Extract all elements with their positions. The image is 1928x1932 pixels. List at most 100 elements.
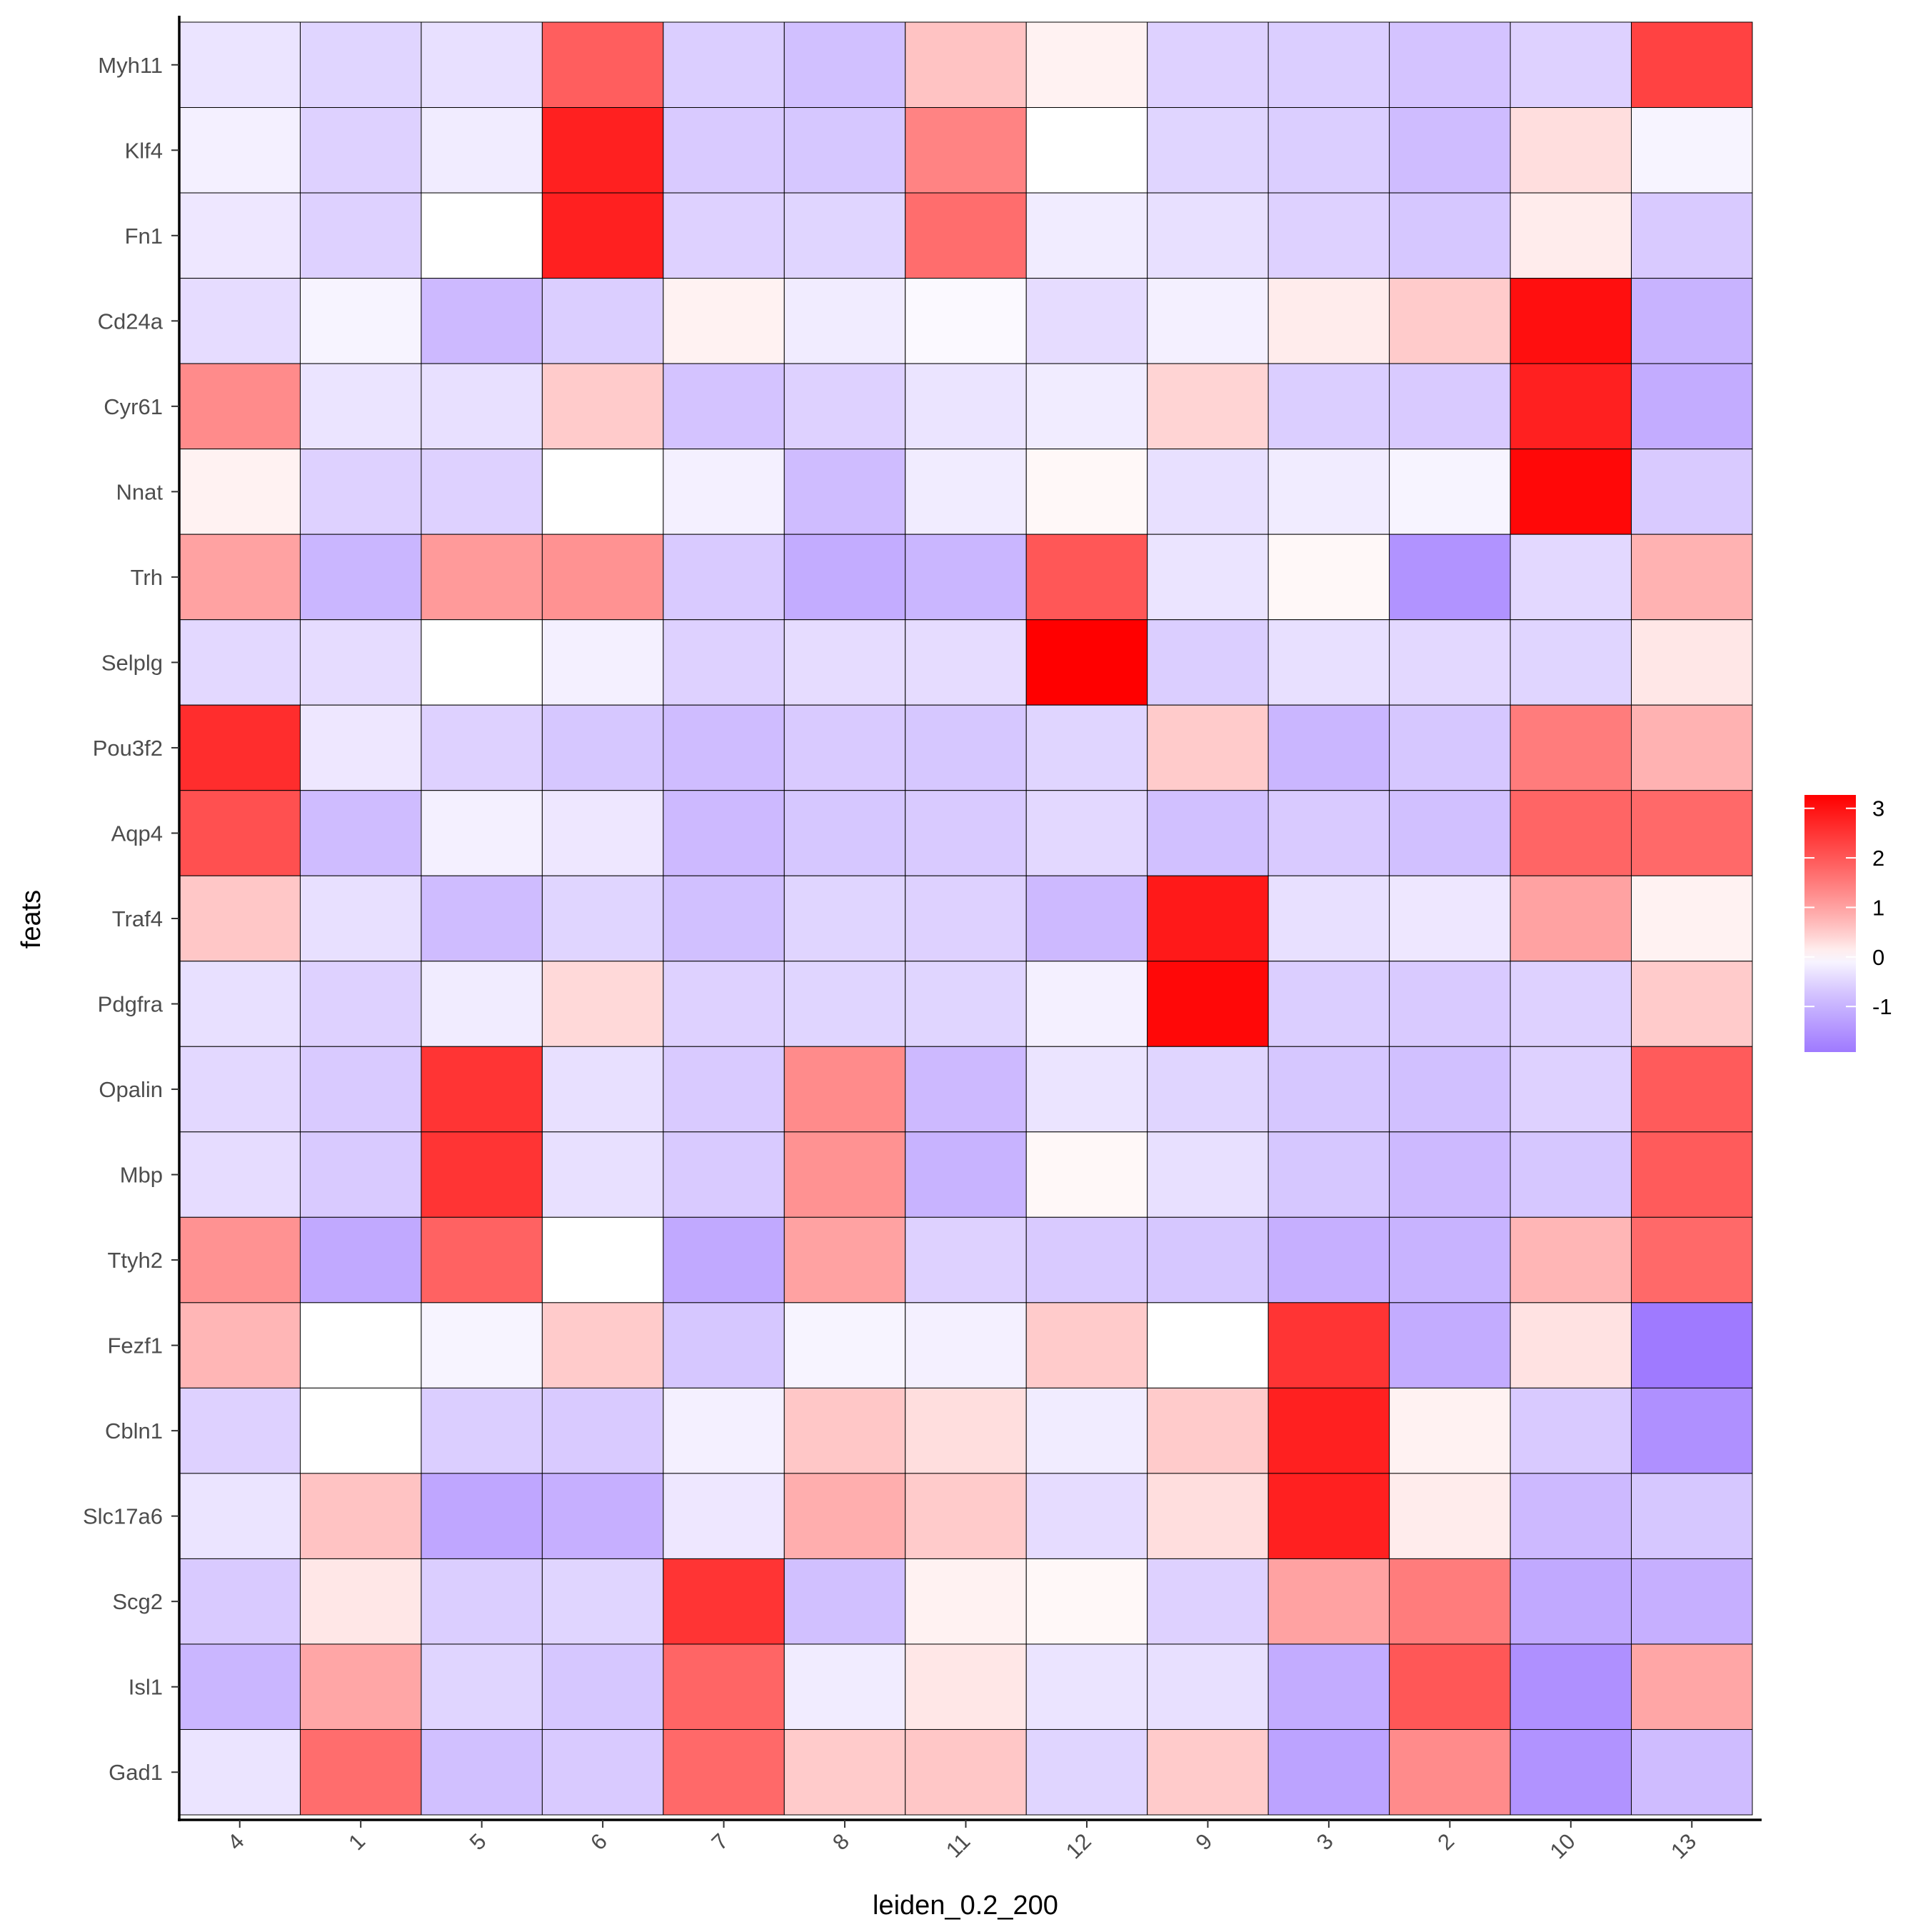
y-axis-title: feats <box>16 890 46 949</box>
heatmap-cell <box>1267 1046 1390 1133</box>
heatmap-cell <box>299 1473 422 1559</box>
heatmap-cell <box>299 107 422 194</box>
heatmap-cell <box>179 1046 301 1133</box>
heatmap-cell <box>1389 363 1511 450</box>
heatmap-cell <box>299 875 422 962</box>
heatmap-cell <box>663 790 785 876</box>
heatmap-cell <box>1389 1046 1511 1133</box>
heatmap-cell <box>1631 1558 1753 1645</box>
heatmap-cell <box>663 1131 785 1218</box>
heatmap-cell <box>541 704 664 791</box>
heatmap-cell <box>663 1728 785 1816</box>
heatmap-cell <box>1147 1643 1269 1730</box>
heatmap-cell <box>663 21 785 109</box>
heatmap-cell <box>1631 363 1753 450</box>
y-tick-label: Fezf1 <box>107 1333 163 1358</box>
heatmap-cell <box>299 21 422 109</box>
y-tick-label: Selplg <box>101 650 163 675</box>
heatmap-cell <box>663 1216 785 1303</box>
heatmap-cell <box>1267 107 1390 194</box>
heatmap-cell <box>663 875 785 962</box>
heatmap-cell <box>179 449 301 535</box>
heatmap-cell <box>905 1558 1027 1645</box>
heatmap-cell <box>421 1387 543 1474</box>
heatmap-cell <box>783 1643 906 1730</box>
heatmap-cell <box>1631 107 1753 194</box>
y-tick-label: Fn1 <box>125 224 163 249</box>
heatmap-cell <box>1389 21 1511 109</box>
legend-tick-label: 0 <box>1872 945 1884 970</box>
heatmap-cell <box>1267 1643 1390 1730</box>
heatmap-cell <box>905 534 1027 621</box>
heatmap-cell <box>905 192 1027 279</box>
heatmap-cell <box>179 961 301 1047</box>
heatmap-cell <box>1147 704 1269 791</box>
heatmap-cell <box>1025 790 1148 876</box>
y-tick-label: Traf4 <box>112 906 163 931</box>
y-tick-label: Klf4 <box>125 138 163 163</box>
legend-tick-label: 3 <box>1872 796 1884 821</box>
heatmap-cell <box>1510 449 1632 535</box>
heatmap-cell <box>1267 619 1390 706</box>
heatmap-cell <box>299 1046 422 1133</box>
heatmap-cell <box>1147 875 1269 962</box>
heatmap-cell <box>1631 1216 1753 1303</box>
heatmap-cell <box>1631 1302 1753 1388</box>
heatmap-cell <box>1147 619 1269 706</box>
heatmap-cell <box>179 107 301 194</box>
y-tick-label: Cd24a <box>98 309 164 334</box>
heatmap-cell <box>541 449 664 535</box>
heatmap-cell <box>1267 21 1390 109</box>
heatmap-cell <box>299 363 422 450</box>
heatmap-cell <box>905 363 1027 450</box>
y-tick-label: Mbp <box>120 1163 163 1188</box>
heatmap-cell <box>1147 192 1269 279</box>
heatmap-cell <box>421 1216 543 1303</box>
heatmap-cell <box>421 1302 543 1388</box>
heatmap-cell <box>905 1216 1027 1303</box>
heatmap-cell <box>783 534 906 621</box>
y-tick-label: Slc17a6 <box>83 1504 163 1529</box>
y-tick-label: Ttyh2 <box>107 1248 163 1273</box>
heatmap-cell <box>1510 790 1632 876</box>
x-tick-label: 10 <box>1545 1828 1580 1863</box>
heatmap-cell <box>541 961 664 1047</box>
heatmap-cell <box>905 107 1027 194</box>
heatmap-cell <box>541 1046 664 1133</box>
legend-tick-label: -1 <box>1872 994 1892 1019</box>
heatmap-cell <box>299 1216 422 1303</box>
heatmap-cell <box>179 1216 301 1303</box>
heatmap-cell <box>783 1558 906 1645</box>
heatmap-cell <box>1631 1046 1753 1133</box>
heatmap-cell <box>783 875 906 962</box>
heatmap-cell <box>783 363 906 450</box>
heatmap-cell <box>1389 1387 1511 1474</box>
heatmap-cell <box>1631 1728 1753 1816</box>
heatmap-cell <box>783 192 906 279</box>
heatmap-cell <box>541 278 664 364</box>
heatmap-cell <box>1510 619 1632 706</box>
heatmap-cell <box>905 278 1027 364</box>
heatmap-cell <box>299 534 422 621</box>
heatmap-cell <box>1025 363 1148 450</box>
heatmap-cell <box>905 1643 1027 1730</box>
heatmap-cell <box>1267 961 1390 1047</box>
heatmap-cell <box>299 790 422 876</box>
heatmap-cell <box>299 961 422 1047</box>
heatmap-cell <box>1389 1558 1511 1645</box>
heatmap-cell <box>299 1643 422 1730</box>
heatmap-cell <box>905 790 1027 876</box>
heatmap-cell <box>179 1387 301 1474</box>
heatmap-cell <box>1147 278 1269 364</box>
heatmap-cell <box>1147 1131 1269 1218</box>
heatmap-cell <box>179 1728 301 1816</box>
heatmap-cell <box>1025 1131 1148 1218</box>
y-tick-label: Opalin <box>99 1077 163 1102</box>
heatmap-cell <box>1267 704 1390 791</box>
heatmap-cell <box>421 961 543 1047</box>
heatmap-cell <box>541 107 664 194</box>
heatmap-cell <box>1389 875 1511 962</box>
heatmap-cell <box>421 619 543 706</box>
heatmap-cell <box>783 1473 906 1559</box>
heatmap-cell <box>1267 363 1390 450</box>
